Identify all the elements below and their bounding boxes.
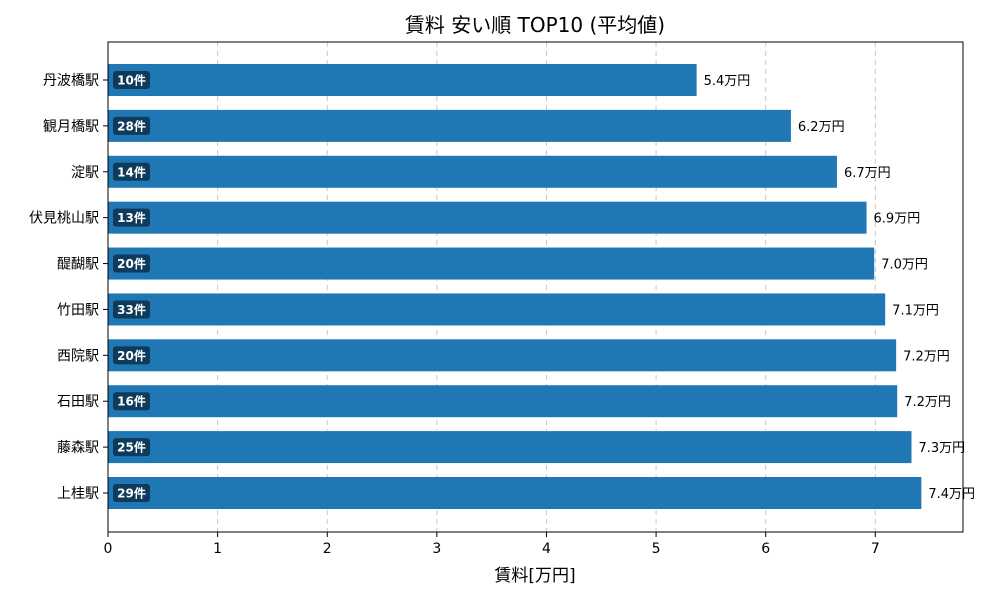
x-tick-label: 1 [213, 541, 222, 557]
bar [108, 293, 886, 326]
count-label: 20件 [117, 348, 146, 363]
x-tick-label: 6 [761, 541, 770, 557]
value-label: 6.9万円 [874, 212, 921, 227]
count-label: 14件 [117, 164, 146, 179]
bar [108, 385, 898, 418]
count-label: 16件 [117, 394, 146, 409]
value-label: 7.2万円 [904, 395, 951, 410]
count-badge [113, 438, 150, 457]
value-label: 7.2万円 [903, 349, 950, 364]
count-label: 28件 [117, 118, 146, 133]
category-label: 伏見桃山駅 [29, 211, 99, 227]
value-label: 7.3万円 [918, 441, 965, 456]
value-label: 5.4万円 [704, 74, 751, 89]
x-axis-title: 賃料[万円] [494, 566, 575, 586]
x-tick-label: 4 [542, 541, 551, 557]
count-label: 20件 [117, 256, 146, 271]
value-label: 7.4万円 [928, 487, 975, 502]
x-tick-label: 5 [652, 541, 661, 557]
count-badge [113, 346, 150, 365]
category-label: 淀駅 [71, 165, 99, 181]
x-tick-label: 7 [871, 541, 880, 557]
count-label: 13件 [117, 210, 146, 225]
count-badge [113, 116, 150, 135]
chart-title: 賃料 安い順 TOP10 (平均値) [405, 13, 665, 37]
bar [108, 201, 867, 234]
value-label: 6.2万円 [798, 120, 845, 135]
category-label: 竹田駅 [57, 302, 99, 318]
x-tick-label: 2 [323, 541, 332, 557]
value-label: 6.7万円 [844, 166, 891, 181]
category-label: 観月橋駅 [43, 118, 99, 135]
bar [108, 477, 922, 509]
bar [108, 155, 837, 188]
count-label: 10件 [117, 73, 146, 88]
count-label: 33件 [117, 302, 146, 317]
count-badge [113, 254, 150, 273]
bar [108, 109, 791, 142]
count-badge [113, 208, 150, 227]
count-badge [113, 71, 150, 89]
count-label: 25件 [117, 440, 146, 455]
category-label: 西院駅 [57, 348, 99, 364]
value-label: 7.1万円 [892, 303, 939, 318]
bar [108, 431, 912, 464]
x-tick-label: 0 [104, 541, 113, 557]
count-badge [113, 162, 150, 181]
category-label: 醍醐駅 [57, 257, 99, 273]
x-tick-label: 3 [432, 541, 441, 557]
bar [108, 339, 897, 372]
bars [108, 64, 922, 509]
count-badge [113, 300, 150, 319]
count-label: 29件 [117, 486, 146, 501]
value-label: 7.0万円 [881, 258, 928, 273]
plot-frame [107, 41, 964, 533]
x-axis-ticks: 0 1 2 3 4 5 6 7 [104, 532, 880, 557]
category-label: 上桂駅 [57, 486, 99, 502]
category-label: 藤森駅 [57, 440, 99, 456]
count-badge [113, 484, 150, 502]
count-badge [113, 392, 150, 411]
category-label: 石田駅 [57, 394, 99, 410]
category-label: 丹波橋駅 [43, 73, 99, 89]
bar [108, 247, 875, 280]
bar [108, 64, 697, 96]
